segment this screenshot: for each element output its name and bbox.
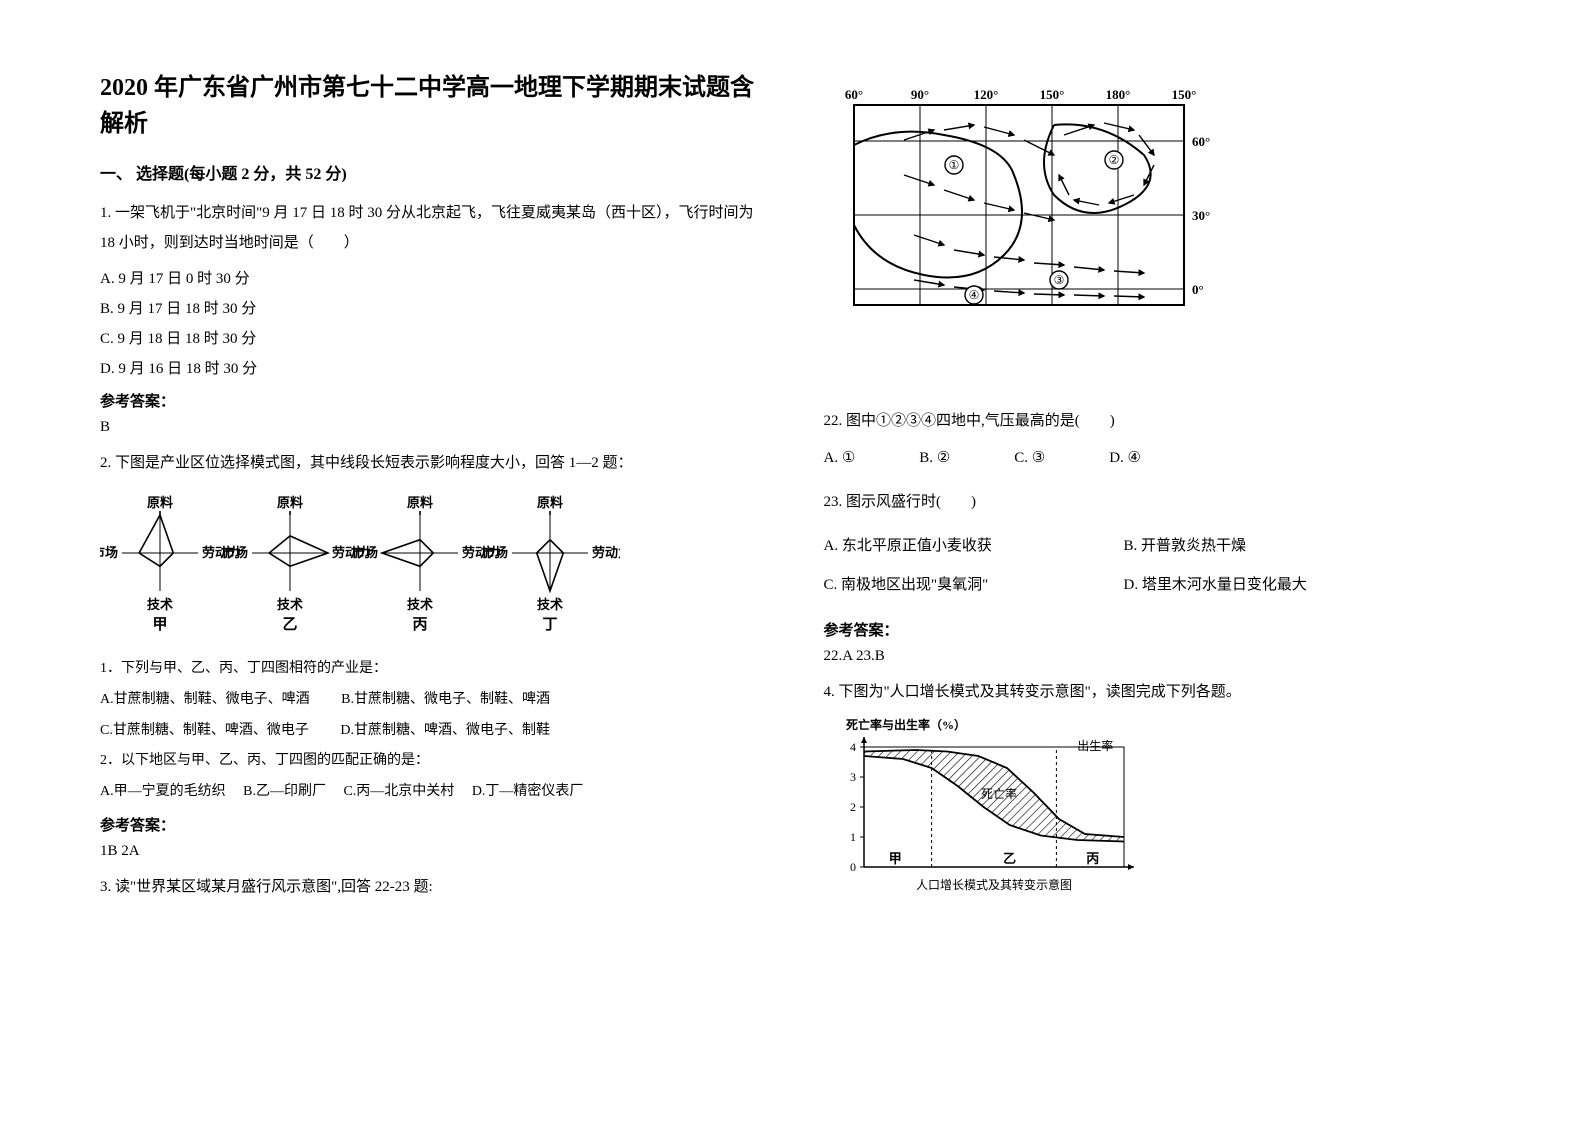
svg-text:90°: 90° (910, 87, 928, 102)
svg-text:③: ③ (1053, 273, 1064, 287)
q2-sub1-a: A.甘蔗制糖、制鞋、微电子、啤酒 (100, 692, 310, 707)
q22-a: A. ① (824, 448, 856, 467)
q2-sub2: 2．以下地区与甲、乙、丙、丁四图的匹配正确的是： (100, 746, 764, 777)
q23-stem: 23. 图示风盛行时( ) (824, 487, 1488, 517)
q1-ans: B (100, 419, 764, 436)
svg-text:劳动力: 劳动力 (592, 545, 620, 560)
svg-text:原料: 原料 (147, 495, 173, 510)
svg-text:市场: 市场 (482, 545, 508, 560)
svg-text:0: 0 (850, 860, 856, 874)
q2-sub1: 1．下列与甲、乙、丙、丁四图相符的产业是： (100, 654, 764, 685)
q23-b: B. 开普敦炎热干燥 (1124, 527, 1247, 566)
q2-sub2-c: C.丙—北京中关村 (343, 784, 454, 799)
svg-text:乙: 乙 (1003, 851, 1016, 866)
svg-text:④: ④ (968, 288, 979, 302)
q1-opt-b: B. 9 月 17 日 18 时 30 分 (100, 294, 764, 324)
q1-stem: 1. 一架飞机于"北京时间"9 月 17 日 18 时 30 分从北京起飞，飞往… (100, 198, 764, 258)
q3-map: 60° 90° 120° 150° 180° 150° 60° 30° 0° ① ② ③ ④ (824, 80, 1488, 330)
svg-text:30°: 30° (1192, 208, 1210, 223)
q2-diagram: 原料劳动力技术市场甲原料劳动力技术市场乙原料劳动力技术市场丙原料劳动力技术市场丁 (100, 488, 764, 638)
q2-ans: 1B 2A (100, 843, 764, 860)
section-heading: 一、 选择题(每小题 2 分，共 52 分) (100, 160, 764, 184)
q23-c: C. 南极地区出现"臭氧洞" (824, 566, 1124, 605)
page-title: 2020 年广东省广州市第七十二中学高一地理下学期期末试题含解析 (100, 70, 764, 142)
svg-text:市场: 市场 (222, 545, 248, 560)
svg-text:原料: 原料 (277, 495, 303, 510)
q23-a: A. 东北平原正值小麦收获 (824, 527, 1124, 566)
svg-text:技术: 技术 (277, 597, 303, 612)
svg-text:②: ② (1108, 153, 1119, 167)
svg-text:死亡率: 死亡率 (981, 786, 1017, 801)
q1-ans-label: 参考答案： (100, 390, 764, 411)
svg-text:乙: 乙 (282, 617, 297, 633)
q1-opt-a: A. 9 月 17 日 0 时 30 分 (100, 264, 764, 294)
q2-sub2-d: D.丁—精密仪表厂 (472, 784, 584, 799)
q1-opt-d: D. 9 月 16 日 18 时 30 分 (100, 354, 764, 384)
svg-text:甲: 甲 (888, 851, 901, 866)
q2-sub1-d: D.甘蔗制糖、啤酒、微电子、制鞋 (340, 723, 550, 738)
svg-text:原料: 原料 (407, 495, 433, 510)
svg-text:60°: 60° (844, 87, 862, 102)
q23-d: D. 塔里木河水量日变化最大 (1124, 566, 1307, 605)
q22-c: C. ③ (1014, 448, 1045, 467)
q2-sub2-a: A.甲—宁夏的毛纺织 (100, 784, 226, 799)
svg-text:技术: 技术 (537, 597, 563, 612)
q2-ans-label: 参考答案： (100, 814, 764, 835)
q2-sub2-b: B.乙—印刷厂 (243, 784, 326, 799)
svg-text:①: ① (948, 158, 959, 172)
q22-b: B. ② (919, 448, 950, 467)
svg-text:150°: 150° (1039, 87, 1064, 102)
q1-opt-c: C. 9 月 18 日 18 时 30 分 (100, 324, 764, 354)
svg-text:1: 1 (850, 830, 856, 844)
svg-text:2: 2 (850, 800, 856, 814)
svg-text:丁: 丁 (542, 617, 557, 633)
svg-text:出生率: 出生率 (1077, 738, 1113, 753)
svg-text:丙: 丙 (412, 616, 427, 633)
svg-text:4: 4 (850, 740, 856, 754)
svg-text:60°: 60° (1192, 134, 1210, 149)
q2-stem: 2. 下图是产业区位选择模式图，其中线段长短表示影响程度大小，回答 1—2 题： (100, 448, 764, 478)
svg-text:市场: 市场 (352, 545, 378, 560)
svg-text:人口增长模式及其转变示意图: 人口增长模式及其转变示意图 (915, 877, 1071, 892)
svg-text:丙: 丙 (1086, 851, 1099, 866)
q22-d: D. ④ (1109, 448, 1141, 467)
svg-text:死亡率与出生率（%）: 死亡率与出生率（%） (846, 717, 966, 732)
svg-text:市场: 市场 (100, 545, 118, 560)
svg-text:技术: 技术 (147, 597, 173, 612)
q3-ans-label: 参考答案： (824, 619, 1488, 640)
svg-text:150°: 150° (1171, 87, 1196, 102)
q4-chart: 0 1 2 3 4 死亡率与出生率（%） 出生率死亡率甲 乙 丙人口增长模式及其转变示意图 (824, 717, 1488, 897)
svg-text:0°: 0° (1192, 282, 1204, 297)
svg-text:原料: 原料 (537, 495, 563, 510)
q22-stem: 22. 图中①②③④四地中,气压最高的是( ) (824, 406, 1488, 436)
svg-text:180°: 180° (1105, 87, 1130, 102)
q2-sub1-b: B.甘蔗制糖、微电子、制鞋、啤酒 (341, 692, 550, 707)
q3-stem: 3. 读"世界某区域某月盛行风示意图",回答 22-23 题: (100, 872, 764, 902)
q2-sub1-c: C.甘蔗制糖、制鞋、啤酒、微电子 (100, 723, 309, 738)
svg-text:3: 3 (850, 770, 856, 784)
svg-text:技术: 技术 (407, 597, 433, 612)
q4-stem: 4. 下图为"人口增长模式及其转变示意图"，读图完成下列各题。 (824, 677, 1488, 707)
svg-text:120°: 120° (973, 87, 998, 102)
svg-text:甲: 甲 (152, 616, 167, 633)
q3-ans: 22.A 23.B (824, 648, 1488, 665)
